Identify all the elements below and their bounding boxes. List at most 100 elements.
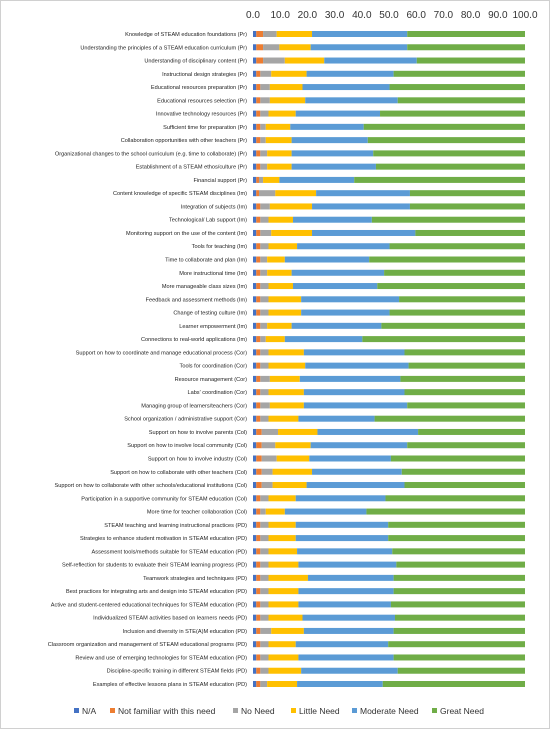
- category-label: Connections to real-world applications (…: [141, 337, 247, 343]
- bar-segment: [298, 415, 375, 422]
- bar-segment: [260, 216, 269, 223]
- bar-segment: [253, 375, 257, 382]
- bar-segment: [390, 455, 525, 462]
- category-label: Participation in a supportive community …: [81, 496, 247, 502]
- category-label: More time for teacher collaboration (Col…: [147, 510, 247, 516]
- bar-segment: [267, 150, 292, 157]
- bar-segment: [253, 495, 257, 502]
- bar-segment: [256, 322, 261, 329]
- category-label: Integration of subjects (Im): [181, 204, 247, 210]
- bar-segment: [301, 309, 390, 316]
- category-label: Instructional design strategies (Pr): [162, 72, 247, 78]
- bar-segment: [276, 455, 310, 462]
- bar-segment: [312, 229, 416, 236]
- category-label: Feedback and assessment methods (Im): [146, 297, 247, 303]
- x-tick-label: 40.0: [352, 10, 372, 21]
- bar-segment: [256, 229, 261, 236]
- bar-segment: [312, 203, 410, 210]
- bar-segment: [407, 402, 525, 409]
- category-label: Sufficient time for preparation (Pr): [163, 125, 247, 131]
- category-label: Best practices for integrating arts and …: [66, 589, 247, 595]
- bar-segment: [369, 256, 525, 263]
- bar-segment: [268, 548, 298, 555]
- bar-segment: [268, 574, 308, 581]
- category-label: Inclusion and diversity in STE(A)M educa…: [123, 629, 247, 635]
- bar-segment: [267, 322, 292, 329]
- bar-segment: [253, 627, 257, 634]
- category-label: Content knowledge of specific STEAM disc…: [113, 191, 247, 197]
- bar-segment: [416, 57, 525, 64]
- bar-segment: [260, 256, 268, 263]
- bar-segment: [263, 44, 280, 51]
- bar-segment: [265, 336, 285, 343]
- bar-segment: [310, 442, 408, 449]
- bar-segment: [260, 84, 270, 91]
- bar-segment: [260, 627, 272, 634]
- bar-segment: [263, 57, 285, 64]
- bar-segment: [260, 97, 270, 104]
- bar-segment: [260, 70, 272, 77]
- bar-segment: [297, 681, 383, 687]
- bar-segment: [279, 44, 311, 51]
- category-label: Educational resources preparation (Pr): [151, 85, 247, 91]
- x-tick-label: 0.0: [246, 10, 260, 21]
- bar-segment: [253, 243, 257, 250]
- bar-segment: [418, 428, 525, 435]
- bar-segment: [371, 216, 525, 223]
- bar-segment: [268, 349, 304, 356]
- bar-segment: [366, 508, 525, 515]
- bar-segment: [268, 535, 296, 542]
- bar-segment: [268, 216, 293, 223]
- bar-segment: [268, 495, 296, 502]
- bar-segment: [256, 176, 259, 183]
- bar-segment: [256, 389, 261, 396]
- bar-segment: [260, 508, 266, 515]
- bar-segment: [260, 561, 269, 568]
- bar-segment: [303, 349, 405, 356]
- bar-segment: [267, 681, 298, 687]
- bar-segment: [253, 256, 257, 263]
- bar-segment: [256, 415, 261, 422]
- category-label: Individualized STEAM activities based on…: [93, 616, 247, 622]
- x-tick-label: 80.0: [461, 10, 481, 21]
- bar-segment: [260, 123, 266, 130]
- bar-segment: [302, 614, 395, 621]
- bar-segment: [298, 561, 397, 568]
- bar-segment: [253, 31, 257, 37]
- bar-segment: [256, 216, 261, 223]
- legend-swatch: [110, 708, 115, 713]
- bar-segment: [253, 402, 257, 409]
- bar-segment: [253, 163, 257, 170]
- bar-segment: [393, 654, 525, 661]
- bar-segment: [256, 535, 261, 542]
- bar-segment: [265, 137, 292, 144]
- bar-segment: [260, 495, 269, 502]
- bar-segment: [256, 667, 261, 674]
- bar-segment: [295, 535, 389, 542]
- bar-segment: [295, 110, 381, 117]
- bar-segment: [272, 482, 307, 489]
- bar-segment: [302, 84, 390, 91]
- bar-segment: [389, 309, 525, 316]
- bar-segment: [253, 601, 257, 608]
- bar-segment: [393, 627, 525, 634]
- bar-segment: [256, 495, 261, 502]
- category-label: Educational resources selection (Pr): [157, 98, 247, 104]
- bar-segment: [256, 203, 261, 210]
- bar-segment: [253, 322, 257, 329]
- bar-segment: [256, 256, 261, 263]
- category-label: Change of testing culture (Im): [173, 311, 247, 317]
- bar-segment: [269, 203, 313, 210]
- bar-segment: [253, 614, 257, 621]
- bar-segment: [268, 283, 293, 290]
- bar-segment: [253, 150, 257, 157]
- bar-segment: [256, 349, 261, 356]
- bar-segment: [256, 110, 261, 117]
- bar-segment: [267, 269, 292, 276]
- category-label: Teamwork strategies and techniques (PD): [143, 576, 247, 582]
- category-label: Review and use of emerging technologies …: [75, 655, 247, 661]
- bar-segment: [256, 468, 262, 475]
- bar-segment: [261, 468, 273, 475]
- bar-segment: [389, 84, 525, 91]
